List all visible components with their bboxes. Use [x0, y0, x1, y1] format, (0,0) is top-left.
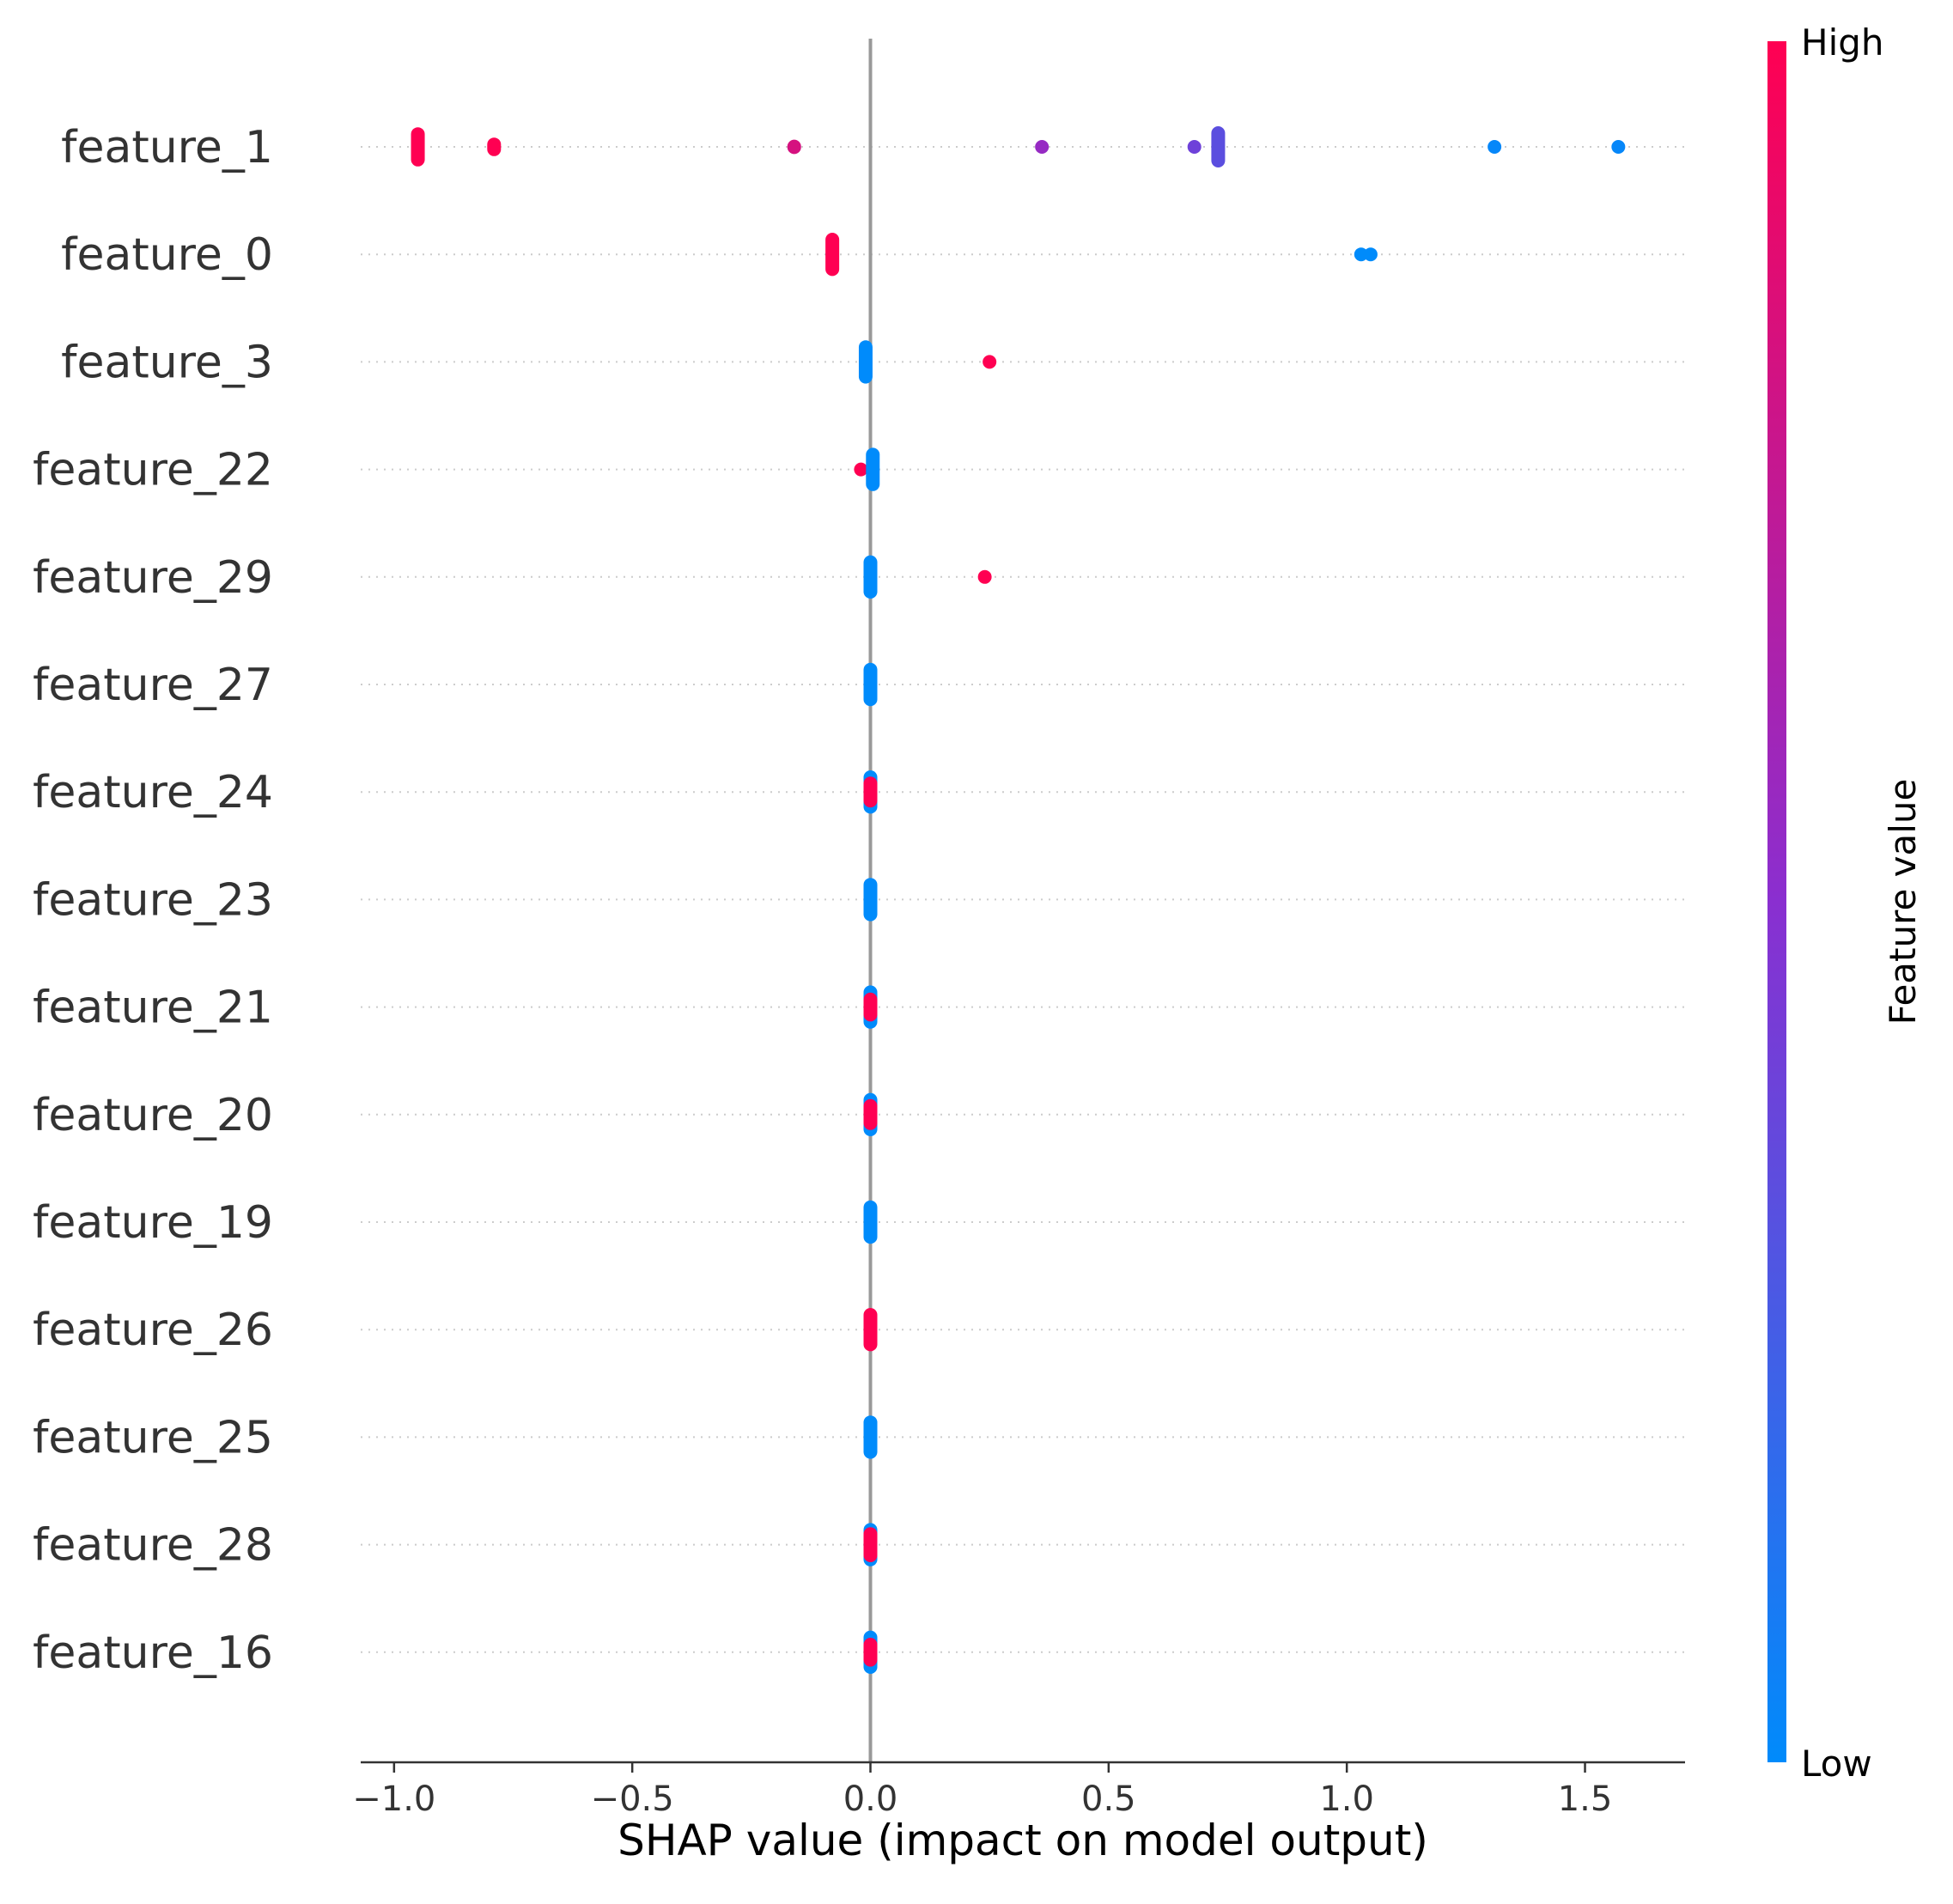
data-point [854, 462, 868, 477]
data-point [1187, 140, 1202, 154]
feature-label: feature_22 [33, 445, 273, 496]
feature-labels: feature_1 feature_0 feature_3 feature_22fea… [33, 122, 273, 1679]
colorbar-high-label: High [1801, 21, 1884, 64]
data-point [487, 137, 502, 156]
feature-label: feature_29 [33, 552, 273, 604]
data-point [863, 1098, 878, 1130]
data-point [1488, 140, 1502, 154]
data-point [825, 233, 840, 277]
data-point [411, 127, 425, 167]
colorbar-title: Feature value [1882, 779, 1924, 1025]
feature-label: feature_0 [61, 229, 273, 281]
data-point [1035, 140, 1050, 154]
feature-label: feature_28 [33, 1520, 273, 1572]
data-point [863, 1638, 878, 1667]
x-axis-title: SHAP value (impact on model output) [618, 1816, 1428, 1865]
data-points [411, 126, 1626, 1674]
data-point [863, 1527, 878, 1562]
feature-label: feature_21 [33, 982, 273, 1034]
feature-label: feature_3 [61, 337, 273, 388]
x-tick-label: 1.5 [1558, 1779, 1613, 1819]
feature-label: feature_20 [33, 1090, 273, 1141]
feature-label: feature_1 [61, 122, 273, 173]
data-point [1611, 140, 1626, 154]
feature-label: feature_26 [33, 1305, 273, 1356]
feature-label: feature_23 [33, 874, 273, 926]
data-point [863, 1308, 878, 1352]
data-point [858, 340, 873, 384]
data-point [863, 776, 878, 808]
colorbar [1767, 41, 1786, 1762]
x-tick-label: 0.0 [843, 1779, 898, 1819]
data-point [977, 569, 992, 584]
x-tick-label: −0.5 [591, 1779, 674, 1819]
data-point [1363, 247, 1378, 262]
data-point [863, 662, 878, 707]
x-tick-label: 1.0 [1319, 1779, 1374, 1819]
x-axis-ticks: −1.0 −0.5 0.0 0.5 1.0 1.5 [352, 1762, 1612, 1819]
feature-label: feature_24 [33, 767, 273, 818]
data-point [863, 1200, 878, 1244]
feature-label: feature_27 [33, 660, 273, 711]
data-point [863, 878, 878, 922]
feature-label: feature_16 [33, 1627, 273, 1679]
data-point [863, 1415, 878, 1459]
data-point [787, 139, 801, 155]
feature-label: feature_25 [33, 1412, 273, 1463]
data-point [1211, 126, 1226, 167]
row-gridlines [361, 146, 1685, 1653]
data-point [1354, 247, 1368, 262]
data-point [983, 355, 997, 369]
feature-label: feature_19 [33, 1197, 273, 1249]
x-tick-label: −1.0 [352, 1779, 435, 1819]
data-point [863, 992, 878, 1022]
colorbar-low-label: Low [1801, 1743, 1872, 1785]
x-tick-label: 0.5 [1081, 1779, 1136, 1819]
data-point [866, 447, 880, 491]
data-point [863, 555, 878, 599]
